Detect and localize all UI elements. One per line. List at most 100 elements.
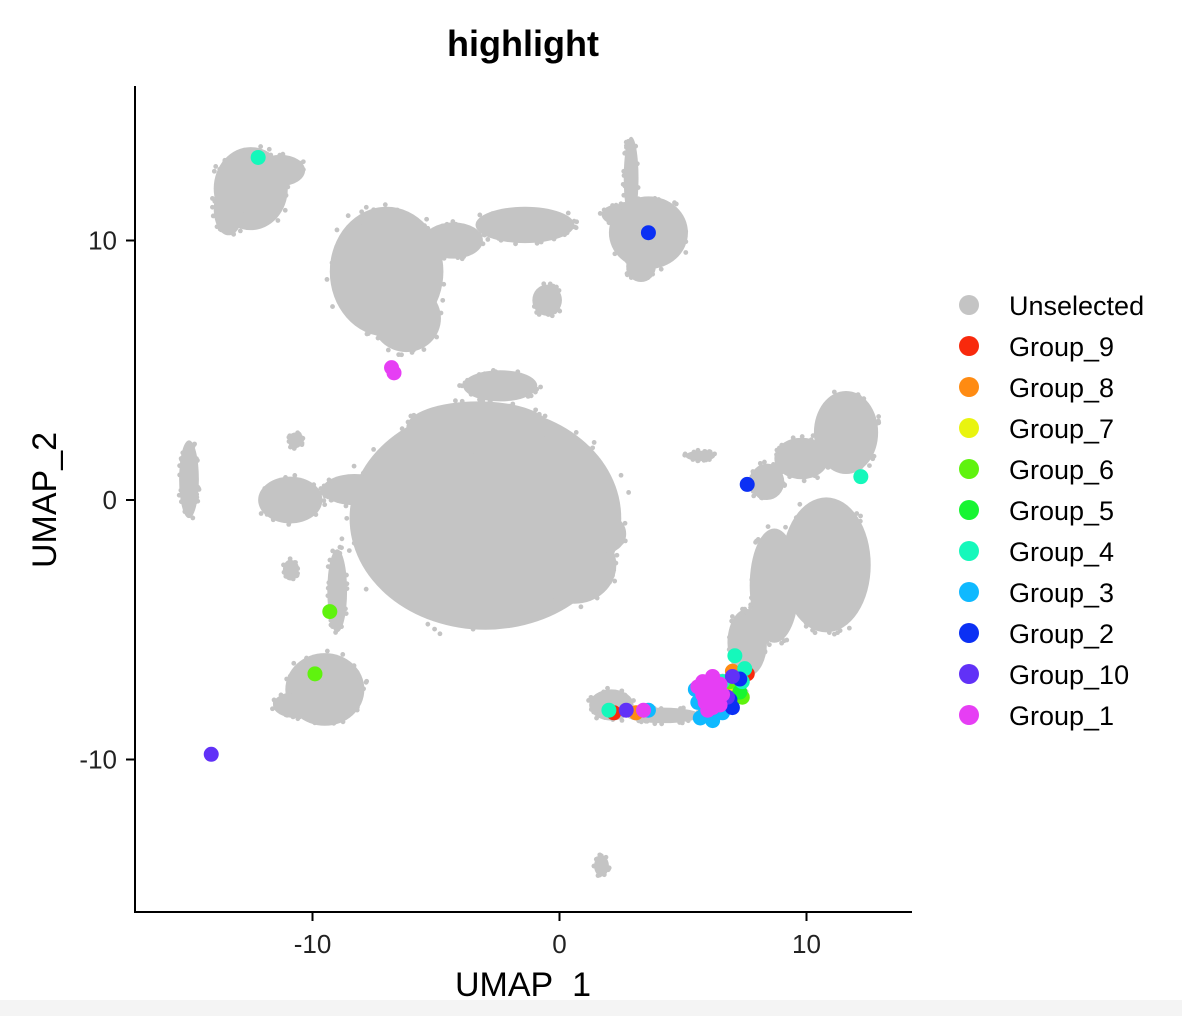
unselected-cell: [797, 501, 803, 507]
unselected-cell: [344, 586, 350, 592]
legend: Unselected Group_9 Group_8 Group_7 Group_6 Gr…: [959, 291, 1144, 731]
unselected-cell: [549, 284, 555, 289]
unselected-cell: [846, 625, 852, 631]
unselected-cell: [411, 421, 417, 427]
unselected-cell: [437, 631, 443, 637]
unselected-cell: [257, 222, 263, 227]
unselected-cell: [592, 509, 598, 515]
unselected-cell: [596, 511, 602, 517]
legend-label: Group_8: [1009, 373, 1114, 403]
unselected-cell: [284, 712, 290, 718]
unselected-cell: [626, 268, 632, 274]
unselected-cell: [438, 310, 444, 316]
legend-label: Group_1: [1009, 701, 1114, 731]
unselected-cell: [507, 617, 513, 623]
unselected-cell: [249, 223, 254, 229]
unselected-region: [749, 463, 785, 500]
point-group-4: [853, 469, 869, 485]
unselected-cell: [636, 196, 641, 202]
unselected-cell: [222, 180, 228, 186]
unselected-cell: [382, 480, 388, 486]
unselected-cell: [210, 213, 216, 219]
unselected-cell: [861, 396, 867, 402]
point-group-2: [640, 225, 656, 241]
unselected-cell: [391, 282, 397, 288]
unselected-cell: [750, 471, 756, 476]
unselected-cell: [285, 184, 291, 190]
unselected-cell: [625, 259, 630, 264]
unselected-cell: [177, 472, 183, 478]
unselected-cell: [287, 556, 293, 562]
unselected-cell: [351, 663, 357, 669]
unselected-cell: [854, 511, 860, 516]
unselected-cell: [343, 503, 349, 509]
legend-key-unselected: [959, 295, 979, 315]
point-group-10: [203, 746, 219, 762]
unselected-cell: [214, 195, 220, 201]
unselected-cell: [351, 540, 357, 546]
chart-title: highlight: [447, 23, 599, 64]
unselected-cell: [195, 498, 201, 504]
point-group-4: [601, 702, 617, 718]
unselected-cell: [848, 466, 854, 472]
unselected-cell: [547, 209, 553, 215]
unselected-cell: [271, 183, 277, 189]
unselected-cell: [728, 628, 734, 634]
unselected-cell: [683, 239, 689, 245]
unselected-cell: [873, 421, 879, 427]
unselected-cell: [554, 211, 560, 217]
unselected-cell: [515, 238, 521, 243]
unselected-cell: [288, 444, 293, 450]
unselected-cell: [557, 308, 563, 314]
unselected-cell: [431, 252, 437, 257]
unselected-cell: [354, 669, 360, 675]
unselected-cell: [571, 523, 577, 529]
legend-key-group-6: [959, 459, 979, 479]
unselected-cell: [619, 718, 625, 723]
unselected-cell: [308, 711, 314, 717]
legend-key-group-3: [959, 582, 979, 602]
y-axis-label: UMAP_2: [26, 432, 64, 568]
unselected-cell: [325, 593, 331, 599]
unselected-cell: [799, 434, 805, 439]
unselected-cell: [610, 573, 615, 579]
unselected-cell: [217, 226, 223, 232]
unselected-cell: [541, 535, 546, 541]
unselected-cell: [332, 255, 337, 260]
unselected-cell: [690, 457, 696, 462]
unselected-cell: [538, 239, 544, 245]
unselected-cell: [413, 287, 418, 293]
unselected-cell: [679, 720, 685, 726]
unselected-cell: [178, 487, 184, 493]
unselected-cell: [634, 161, 640, 167]
unselected-cell: [327, 557, 333, 563]
unselected-cell: [211, 168, 217, 174]
unselected-cell: [496, 236, 502, 241]
legend-key-group-9: [959, 336, 979, 356]
unselected-cell: [339, 301, 345, 307]
unselected-cell: [326, 477, 332, 483]
unselected-cell: [536, 411, 542, 417]
unselected-cell: [541, 281, 547, 287]
unselected-cell: [378, 492, 383, 498]
unselected-cell: [645, 275, 651, 281]
unselected-cell: [619, 539, 624, 545]
unselected-cell: [460, 619, 465, 624]
unselected-cell: [354, 673, 360, 679]
unselected-cell: [812, 473, 818, 479]
unselected-cell: [421, 291, 426, 297]
unselected-cell: [375, 496, 381, 502]
unselected-cell: [275, 218, 281, 223]
unselected-cell: [604, 499, 610, 505]
unselected-cell: [515, 369, 521, 375]
unselected-cell: [790, 547, 796, 553]
unselected-cell: [774, 447, 780, 453]
unselected-region: [406, 401, 550, 454]
unselected-cell: [291, 445, 297, 451]
unselected-cell: [863, 562, 869, 568]
unselected-cell: [314, 504, 320, 510]
unselected-cell: [683, 229, 689, 234]
unselected-cell: [628, 275, 634, 280]
unselected-cell: [858, 533, 864, 538]
unselected-cell: [241, 147, 247, 153]
